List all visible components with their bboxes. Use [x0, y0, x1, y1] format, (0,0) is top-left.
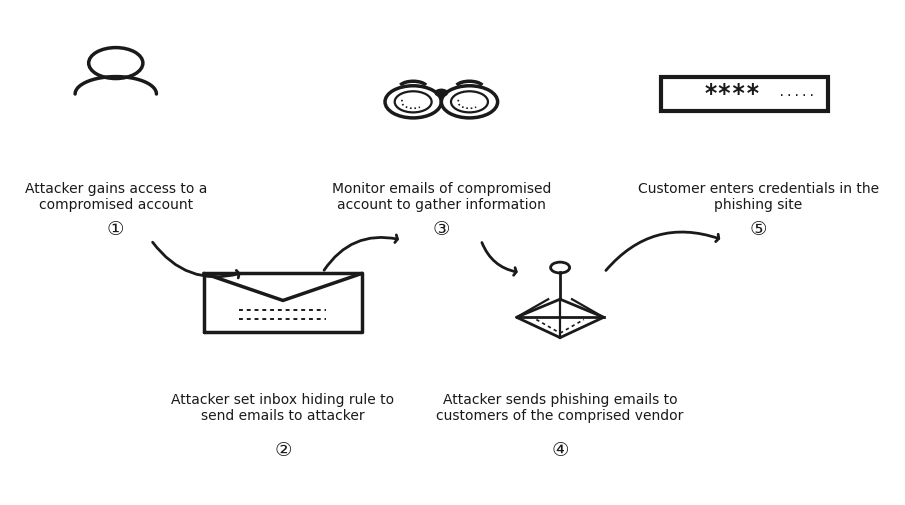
Text: ④: ④: [551, 441, 569, 461]
Text: ③: ③: [433, 220, 450, 239]
Text: ⑤: ⑤: [749, 220, 767, 239]
Text: ****: ****: [704, 82, 761, 106]
Text: ②: ②: [274, 441, 291, 461]
Circle shape: [435, 89, 447, 96]
Text: Attacker gains access to a
compromised account: Attacker gains access to a compromised a…: [24, 182, 207, 213]
Text: ①: ①: [107, 220, 125, 239]
Text: Customer enters credentials in the
phishing site: Customer enters credentials in the phish…: [637, 182, 879, 213]
Text: Monitor emails of compromised
account to gather information: Monitor emails of compromised account to…: [331, 182, 551, 213]
Text: .....: .....: [778, 86, 815, 99]
Text: Attacker set inbox hiding rule to
send emails to attacker: Attacker set inbox hiding rule to send e…: [171, 393, 395, 423]
Text: Attacker sends phishing emails to
customers of the comprised vendor: Attacker sends phishing emails to custom…: [436, 393, 684, 423]
